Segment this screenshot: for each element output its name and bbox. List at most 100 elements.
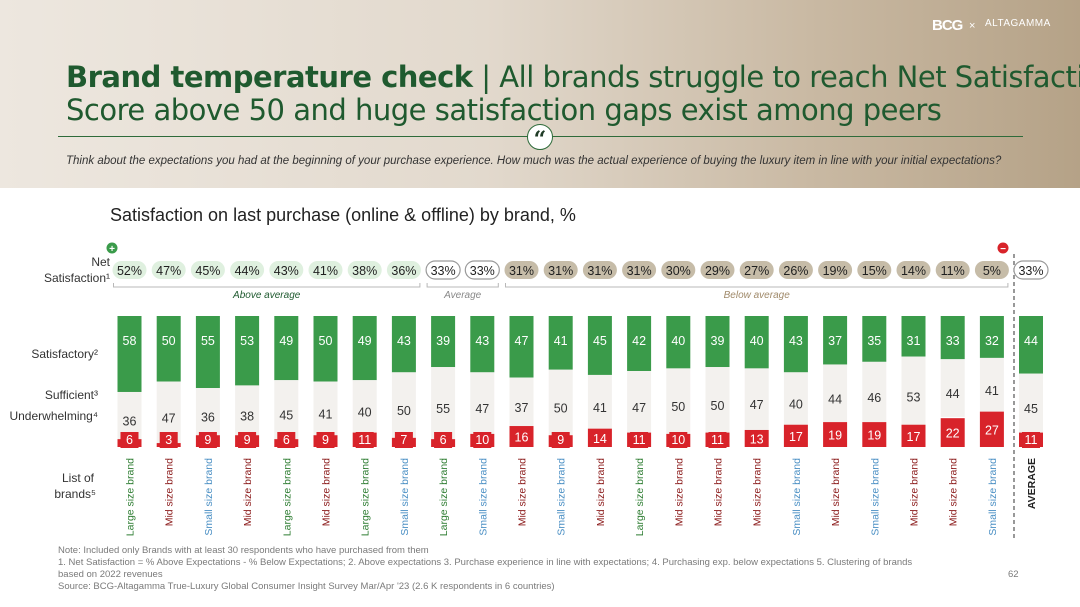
satisfactory-bar (195, 316, 220, 389)
satisfactory-bar (587, 316, 612, 375)
brand-label: Small size brand (399, 458, 411, 536)
sufficient-value: 44 (946, 387, 960, 401)
average-bracket (426, 283, 499, 288)
footnotes: Note: Included only Brands with at least… (58, 545, 1043, 593)
sufficient-value: 45 (279, 409, 293, 423)
net-satisfaction-pill (700, 261, 735, 279)
brand-label: Small size brand (791, 458, 803, 536)
underwhelming-label: Underwhelming⁴ (9, 409, 98, 423)
satisfactory-value: 31 (907, 334, 921, 348)
net-satisfaction-value: 14% (901, 264, 926, 278)
satisfactory-value: 43 (397, 334, 411, 348)
note-text: Note: Included only Brands with at least… (58, 545, 429, 556)
page-title: Brand temperature check | All brands str… (66, 60, 1080, 94)
underwhelming-value: 11 (1025, 433, 1038, 447)
underwhelming-bar (587, 428, 612, 447)
underwhelming-value: 14 (593, 432, 607, 446)
brand-label: Mid size brand (713, 458, 725, 526)
satisfactory-bar (156, 316, 181, 382)
satisfactory-value: 37 (828, 334, 842, 348)
sufficient-bar (431, 367, 456, 440)
underwhelming-value: 16 (515, 431, 529, 445)
net-satisfaction-value: 26% (783, 264, 808, 278)
sufficient-bar (117, 391, 142, 440)
below-average-label: Below average (724, 290, 791, 301)
sufficient-bar (940, 359, 965, 417)
quote-icon: “ (527, 124, 553, 153)
underwhelming-badge (394, 432, 413, 448)
net-satisfaction-value: 52% (117, 264, 142, 278)
net-satisfaction-value: 45% (195, 264, 220, 278)
sufficient-bar (391, 372, 416, 438)
sufficient-bar (901, 356, 926, 427)
brand-label: Small size brand (477, 458, 489, 536)
above-average-bracket (113, 283, 421, 288)
sufficient-bar (627, 371, 652, 433)
sufficient-value: 38 (240, 409, 254, 423)
net-satisfaction-pill (386, 261, 421, 279)
satisfactory-value: 43 (475, 334, 489, 348)
underwhelming-bar (509, 426, 534, 447)
satisfactory-value: 49 (279, 334, 293, 348)
underwhelming-value: 3 (165, 433, 172, 447)
net-satisfaction-pill (190, 261, 225, 279)
brand-label: Large size brand (438, 458, 450, 536)
net-satisfaction-pill (269, 261, 304, 279)
below-average-bracket (505, 283, 1009, 288)
brand-label: AVERAGE (1026, 458, 1038, 509)
net-satisfaction-value: 41% (313, 264, 338, 278)
satisfactory-bar (823, 316, 848, 365)
header-band: BCG × ALTAGAMMA Brand temperature check … (0, 0, 1080, 188)
underwhelming-value: 10 (475, 433, 489, 447)
sufficient-value: 37 (515, 401, 529, 415)
underwhelming-badge (120, 432, 139, 448)
sufficient-value: 50 (671, 400, 685, 414)
net-satisfaction-pill (818, 261, 853, 279)
sufficient-value: 55 (436, 402, 450, 416)
net-satisfaction-value: 36% (391, 264, 416, 278)
net-satisfaction-value: 31% (509, 264, 534, 278)
sufficient-bar (666, 368, 691, 434)
brand-label: Large size brand (125, 458, 137, 536)
satisfactory-value: 50 (162, 334, 176, 348)
brand-label: Mid size brand (242, 458, 254, 526)
satisfactory-bar (117, 316, 142, 392)
satisfactory-value: 39 (711, 334, 725, 348)
brand-label: Small size brand (203, 458, 215, 536)
satisfactory-value: 50 (319, 334, 333, 348)
satisfactory-bar (235, 316, 260, 386)
net-satisfaction-pill (308, 261, 343, 279)
net-satisfaction-value: 30% (666, 264, 691, 278)
satisfactory-value: 40 (671, 334, 685, 348)
brand-label: Mid size brand (164, 458, 176, 526)
underwhelming-value: 6 (283, 433, 290, 447)
satisfactory-bar (627, 316, 652, 372)
satisfactory-bar (274, 316, 299, 381)
page-title-bold: Brand temperature check (66, 60, 473, 94)
underwhelming-badge (630, 432, 649, 448)
underwhelming-value: 11 (633, 433, 646, 447)
satisfactory-value: 42 (632, 334, 646, 348)
sufficient-value: 47 (632, 401, 646, 415)
satisfactory-bar (783, 316, 808, 373)
underwhelming-value: 6 (440, 433, 447, 447)
underwhelming-value: 11 (358, 433, 371, 447)
satisfactory-bar (901, 316, 926, 357)
sufficient-bar (862, 361, 887, 423)
sufficient-bar (313, 381, 338, 436)
satisfactory-bar (1019, 316, 1043, 374)
underwhelming-badge (238, 432, 257, 448)
net-satisfaction-pill (935, 261, 970, 279)
sufficient-value: 41 (593, 401, 607, 415)
satisfactory-value: 41 (554, 334, 568, 348)
net-satisfaction-value: 33% (1018, 264, 1043, 278)
satisfactory-value: 55 (201, 334, 215, 348)
sufficient-bar (979, 357, 1004, 412)
satisfactory-bar (666, 316, 691, 369)
underwhelming-badge (198, 432, 217, 448)
brand-label: Mid size brand (673, 458, 685, 526)
net-satisfaction-pill (1013, 260, 1049, 280)
sufficient-bar (744, 368, 769, 430)
underwhelming-value: 11 (711, 433, 724, 447)
sufficient-bar (783, 372, 808, 425)
